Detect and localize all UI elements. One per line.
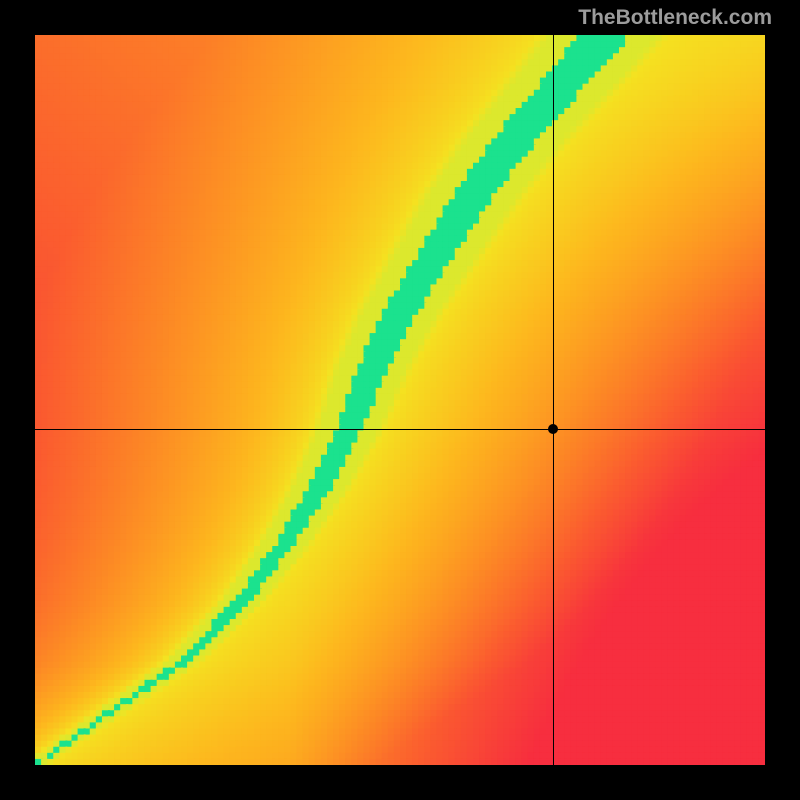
crosshair-horizontal	[35, 429, 765, 430]
bottleneck-heatmap	[35, 35, 765, 765]
crosshair-vertical	[553, 35, 554, 765]
watermark-text: TheBottleneck.com	[578, 6, 772, 30]
chart-container: { "type": "heatmap", "canvas_size": { "w…	[0, 0, 800, 800]
